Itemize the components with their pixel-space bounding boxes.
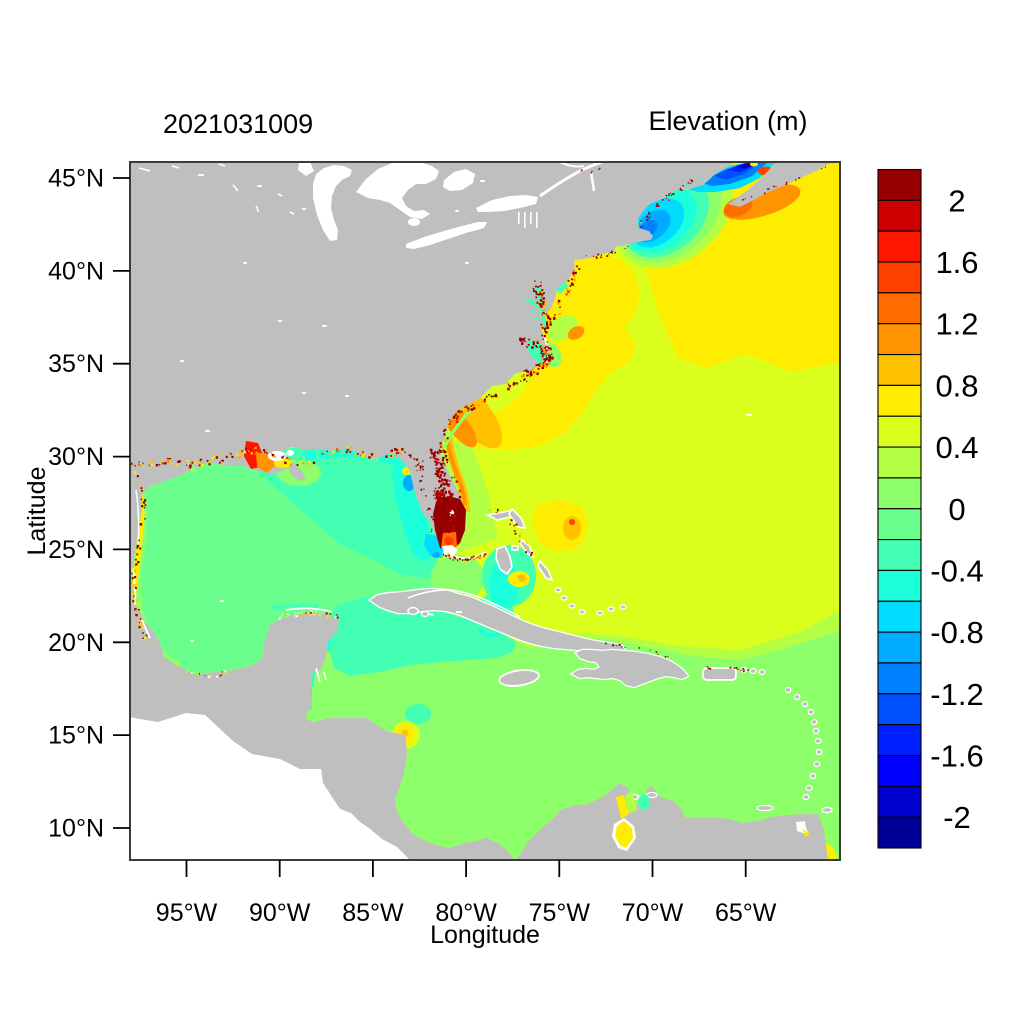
svg-text:2021031009: 2021031009 xyxy=(163,109,313,139)
svg-text:70°W: 70°W xyxy=(622,899,684,927)
svg-text:15°N: 15°N xyxy=(48,722,104,750)
svg-text:80°W: 80°W xyxy=(435,899,497,927)
svg-text:-1.2: -1.2 xyxy=(930,677,983,712)
svg-text:10°N: 10°N xyxy=(48,815,104,843)
svg-text:65°W: 65°W xyxy=(715,899,777,927)
svg-text:0: 0 xyxy=(948,492,965,527)
svg-text:75°W: 75°W xyxy=(529,899,591,927)
svg-text:1.6: 1.6 xyxy=(935,245,978,280)
svg-text:Latitude: Latitude xyxy=(23,467,51,556)
svg-text:90°W: 90°W xyxy=(249,899,311,927)
svg-text:0.8: 0.8 xyxy=(935,368,978,403)
svg-text:30°N: 30°N xyxy=(48,443,104,471)
svg-text:-0.4: -0.4 xyxy=(930,553,983,588)
svg-text:2: 2 xyxy=(948,183,965,218)
svg-text:-1.6: -1.6 xyxy=(930,739,983,774)
svg-text:85°W: 85°W xyxy=(342,899,404,927)
svg-text:25°N: 25°N xyxy=(48,536,104,564)
svg-text:45°N: 45°N xyxy=(48,165,104,193)
svg-text:-0.8: -0.8 xyxy=(930,615,983,650)
svg-text:1.2: 1.2 xyxy=(935,307,978,342)
svg-text:0.4: 0.4 xyxy=(935,430,978,465)
svg-text:Longitude: Longitude xyxy=(430,921,540,949)
svg-text:40°N: 40°N xyxy=(48,257,104,285)
svg-text:-2: -2 xyxy=(943,800,971,835)
svg-text:Elevation (m): Elevation (m) xyxy=(648,106,807,136)
svg-text:95°W: 95°W xyxy=(156,899,218,927)
svg-text:35°N: 35°N xyxy=(48,350,104,378)
svg-text:20°N: 20°N xyxy=(48,629,104,657)
